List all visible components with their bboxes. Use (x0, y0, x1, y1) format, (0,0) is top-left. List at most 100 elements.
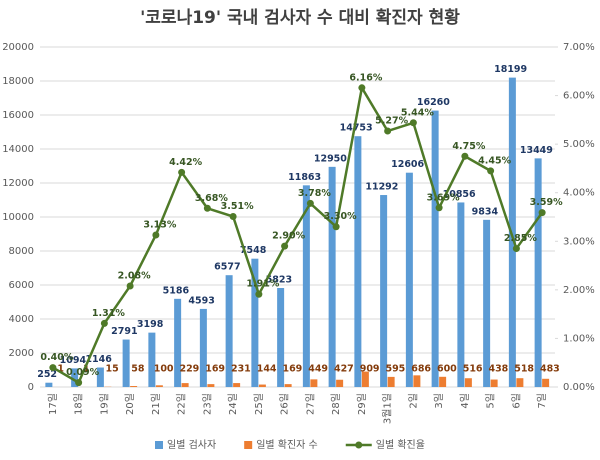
data-label: 18199 (494, 64, 527, 75)
data-label: 2.08% (118, 270, 151, 281)
data-label: 3.13% (143, 219, 176, 230)
line-marker (100, 319, 108, 327)
y-tick-label: 0 (28, 382, 34, 393)
legend-swatch (355, 441, 363, 449)
data-label: 100 (154, 364, 174, 375)
bar (464, 378, 472, 387)
y-tick-label: 14000 (2, 144, 34, 155)
bar (380, 195, 388, 387)
data-label: 4593 (188, 295, 214, 306)
line-marker (435, 204, 443, 212)
y-tick-label: 8000 (9, 246, 34, 257)
x-tick-label: 20일 (124, 393, 136, 415)
line-marker (409, 119, 417, 127)
x-tick-label: 29일 (356, 393, 368, 415)
line-marker (178, 168, 186, 176)
data-label: 516 (463, 364, 483, 375)
line-marker (255, 290, 263, 298)
x-tick-label: 28일 (330, 393, 342, 415)
data-label: 16260 (417, 97, 450, 108)
data-label: 2.90% (272, 231, 305, 242)
line-marker (538, 209, 546, 217)
data-label: 4.45% (478, 155, 511, 166)
data-label: 1.31% (92, 308, 125, 319)
data-label: 229 (179, 364, 199, 375)
bar (354, 136, 362, 387)
x-tick-label: 17일 (47, 393, 59, 415)
line-marker (75, 379, 83, 387)
x-tick-label: 22일 (176, 393, 188, 415)
data-label: 9834 (472, 206, 499, 217)
x-tick-label: 7일 (536, 393, 548, 409)
data-label: 5.44% (401, 107, 434, 118)
bar (284, 384, 292, 387)
bar (336, 379, 344, 387)
y-tick-label: 2000 (9, 348, 34, 359)
data-label: 11292 (365, 182, 398, 193)
data-label: 1146 (85, 354, 112, 365)
bar (413, 375, 421, 387)
data-label: 5186 (163, 285, 190, 296)
x-tick-label: 19일 (98, 393, 110, 415)
data-label: 427 (334, 364, 354, 375)
data-label: 3.51% (221, 201, 254, 212)
y-tick-label: 18000 (2, 76, 34, 87)
data-label: 169 (205, 364, 225, 375)
line-marker (49, 364, 57, 372)
bar (148, 332, 156, 387)
data-label: 3.59% (530, 197, 563, 208)
legend-swatch (244, 441, 253, 449)
data-label: 3.78% (298, 188, 331, 199)
data-label: 15 (106, 364, 119, 375)
data-label: 6577 (214, 262, 240, 273)
x-tick-label: 5일 (485, 393, 497, 409)
data-label: 10856 (443, 189, 476, 200)
bar (328, 166, 336, 387)
bar (302, 185, 310, 387)
bar (310, 379, 318, 387)
bar (534, 158, 542, 387)
data-label: 4.75% (452, 141, 485, 152)
y2-tick-label: 2.00% (563, 285, 595, 296)
data-label: 3.30% (324, 211, 357, 222)
legend-label: 일별 확진자 수 (256, 439, 318, 451)
line-marker (306, 199, 314, 207)
y2-tick-label: 3.00% (563, 236, 595, 247)
y2-tick-label: 4.00% (563, 188, 595, 199)
bar (457, 202, 465, 387)
y-tick-label: 20000 (2, 42, 34, 53)
data-label: 2.85% (504, 233, 537, 244)
data-label: 1.91% (246, 279, 279, 290)
bar (361, 371, 369, 387)
data-label: 12950 (314, 153, 347, 164)
data-label: 518 (514, 364, 534, 375)
data-label: 3198 (137, 319, 164, 330)
x-tick-label: 2일 (407, 393, 419, 409)
data-label: 595 (385, 364, 405, 375)
bar (174, 298, 182, 387)
bar (71, 368, 79, 387)
legend-label: 일별 확진율 (376, 439, 425, 451)
line-marker (203, 204, 211, 212)
legend-swatch (155, 441, 163, 449)
x-tick-label: 23일 (201, 393, 213, 415)
bar (277, 288, 285, 387)
data-label: 483 (540, 364, 560, 375)
x-tick-label: 3월1일 (382, 393, 394, 424)
bar (155, 385, 163, 387)
x-tick-label: 4일 (459, 393, 471, 409)
data-label: 5823 (266, 275, 292, 286)
bar (542, 378, 550, 387)
y-tick-label: 16000 (2, 110, 34, 121)
x-tick-label: 25일 (253, 393, 265, 415)
y-tick-label: 4000 (9, 314, 34, 325)
x-tick-label: 3일 (433, 393, 445, 409)
data-label: 0.40% (40, 352, 73, 363)
bar (130, 386, 138, 387)
bar (251, 258, 259, 387)
data-label: 600 (437, 364, 457, 375)
y2-tick-label: 6.00% (563, 91, 595, 102)
bar (122, 339, 130, 387)
line-marker (487, 167, 495, 175)
